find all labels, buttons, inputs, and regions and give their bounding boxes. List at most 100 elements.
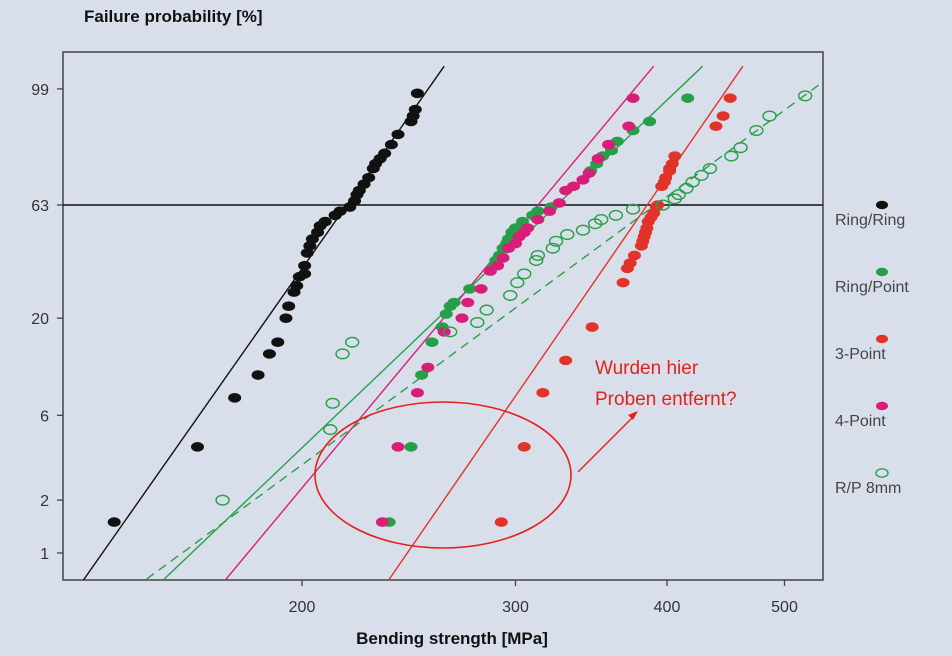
data-point-s3	[455, 313, 469, 323]
data-point-s0	[228, 393, 242, 403]
data-point-s4	[528, 254, 544, 266]
data-point-s0	[290, 280, 304, 291]
data-point-s4	[671, 189, 686, 201]
data-point-s3	[496, 253, 510, 263]
data-point-s4	[625, 203, 641, 215]
legend-marker-4	[875, 468, 889, 478]
data-point-s4	[530, 249, 546, 261]
annotation-arrow	[577, 414, 636, 473]
data-point-s3	[567, 181, 581, 192]
data-point-s4	[762, 110, 777, 122]
data-point-s2	[616, 277, 630, 288]
y-tick-label: 1	[40, 546, 49, 563]
data-point-s4	[797, 90, 813, 102]
data-point-s3	[421, 362, 435, 373]
data-point-s4	[679, 182, 694, 194]
data-point-s2	[651, 200, 665, 210]
data-point-s0	[318, 216, 332, 227]
data-point-s1	[415, 370, 429, 380]
data-point-s2	[517, 442, 531, 452]
y-tick-label: 63	[31, 198, 49, 215]
data-point-s3	[552, 198, 566, 208]
data-point-s0	[298, 269, 312, 279]
data-point-s4	[575, 224, 591, 236]
x-tick-label: 500	[771, 599, 798, 616]
data-point-s1	[439, 309, 453, 319]
data-point-s4	[470, 317, 485, 329]
fit-line-4	[144, 81, 823, 580]
data-point-s2	[668, 151, 682, 161]
legend-marker-0	[876, 200, 888, 210]
data-point-s0	[391, 129, 405, 140]
data-point-s0	[251, 370, 265, 380]
data-point-s0	[410, 88, 424, 99]
annotation-line-1: Wurden hier	[595, 358, 699, 379]
data-point-s1	[425, 337, 439, 347]
data-point-s4	[593, 214, 609, 226]
data-point-s3	[410, 387, 424, 398]
data-point-s4	[733, 142, 748, 154]
data-point-s4	[322, 424, 338, 436]
legend-label-2: 3-Point	[835, 346, 886, 363]
data-point-s3	[531, 214, 545, 225]
legend-label-3: 4-Point	[835, 413, 886, 430]
legend-label-4: R/P 8mm	[835, 480, 901, 497]
data-point-s1	[463, 284, 477, 294]
data-point-s4	[215, 494, 230, 506]
data-point-s2	[536, 387, 550, 398]
data-point-s2	[585, 322, 599, 332]
data-point-s0	[107, 517, 121, 527]
data-point-s4	[724, 150, 739, 162]
data-point-s0	[378, 148, 392, 159]
data-point-s0	[333, 206, 347, 216]
data-point-s4	[608, 209, 624, 221]
x-axis-label: Bending strength [MPa]	[356, 629, 548, 648]
legend-marker-1	[876, 267, 888, 277]
data-point-s0	[271, 337, 285, 347]
data-point-s1	[681, 93, 695, 103]
data-point-s0	[190, 442, 204, 452]
data-point-s2	[494, 517, 508, 527]
data-point-s3	[375, 517, 389, 527]
x-tick-label: 200	[289, 599, 316, 616]
data-point-s2	[623, 258, 637, 268]
data-point-s4	[479, 304, 494, 316]
fit-line-2	[387, 65, 744, 580]
fit-line-3	[224, 65, 655, 580]
data-point-s4	[655, 199, 671, 211]
plot-frame	[62, 51, 824, 581]
legend-marker-3	[876, 401, 888, 411]
data-point-s4	[560, 229, 575, 241]
data-point-s3	[461, 297, 475, 308]
data-point-s2	[559, 355, 573, 366]
annotation-arrowhead	[628, 411, 638, 420]
data-point-s4	[702, 163, 718, 175]
x-axis: 200 300 400 500	[289, 580, 798, 616]
data-point-s3	[622, 121, 636, 132]
data-point-s1	[643, 116, 657, 127]
data-point-s0	[408, 104, 422, 115]
data-point-s3	[474, 284, 488, 294]
y-tick-label: 2	[40, 493, 49, 510]
legend-label-0: Ring/Ring	[835, 212, 905, 229]
data-point-s4	[510, 277, 525, 289]
data-point-s4	[442, 326, 458, 338]
legend-marker-2	[876, 334, 888, 344]
data-point-s4	[503, 289, 518, 301]
data-point-s1	[404, 442, 418, 452]
x-tick-label: 400	[654, 599, 681, 616]
data-point-s1	[531, 206, 545, 216]
data-point-s2	[709, 121, 723, 132]
data-point-s3	[591, 153, 605, 164]
data-point-s3	[602, 139, 616, 150]
data-point-s4	[749, 124, 764, 136]
data-point-s0	[262, 349, 276, 359]
data-point-s0	[298, 260, 312, 271]
data-point-s4	[548, 235, 564, 247]
data-point-s4	[325, 397, 340, 409]
chart-title: Failure probability [%]	[84, 7, 263, 26]
y-tick-label: 6	[40, 408, 49, 425]
data-point-s3	[521, 223, 535, 233]
data-point-s3	[582, 168, 596, 178]
